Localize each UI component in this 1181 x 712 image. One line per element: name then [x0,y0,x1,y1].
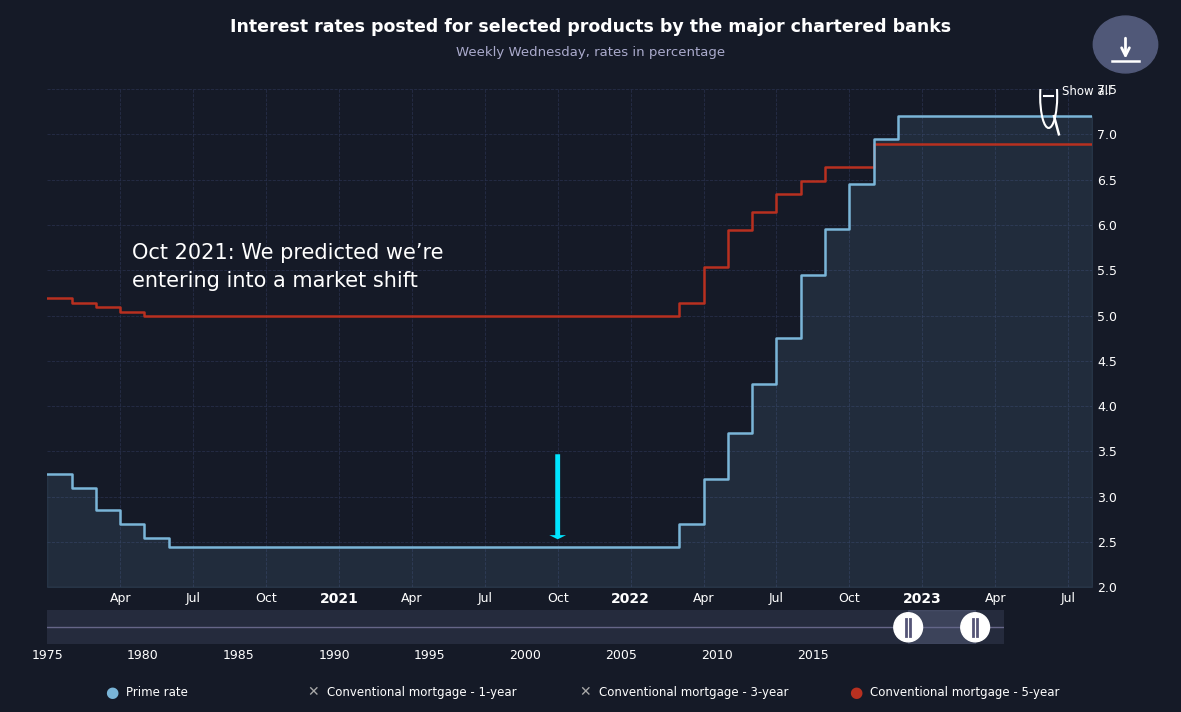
Bar [908,610,976,644]
Text: Interest rates posted for selected products by the major chartered banks: Interest rates posted for selected produ… [230,18,951,36]
Circle shape [1094,16,1157,73]
Ellipse shape [894,613,922,642]
Text: Conventional mortgage - 3-year: Conventional mortgage - 3-year [599,686,788,698]
Text: ✕: ✕ [307,685,319,699]
Text: Conventional mortgage - 5-year: Conventional mortgage - 5-year [870,686,1059,698]
Text: ●: ● [105,684,119,700]
Text: Prime rate: Prime rate [126,686,188,698]
Ellipse shape [961,613,990,642]
Text: Conventional mortgage - 1-year: Conventional mortgage - 1-year [327,686,517,698]
Text: ●: ● [849,684,863,700]
Text: Oct 2021: We predicted we’re
entering into a market shift: Oct 2021: We predicted we’re entering in… [132,243,444,291]
Text: Weekly Wednesday, rates in percentage: Weekly Wednesday, rates in percentage [456,46,725,59]
Text: ✕: ✕ [579,685,590,699]
Text: Show all: Show all [1062,85,1111,98]
